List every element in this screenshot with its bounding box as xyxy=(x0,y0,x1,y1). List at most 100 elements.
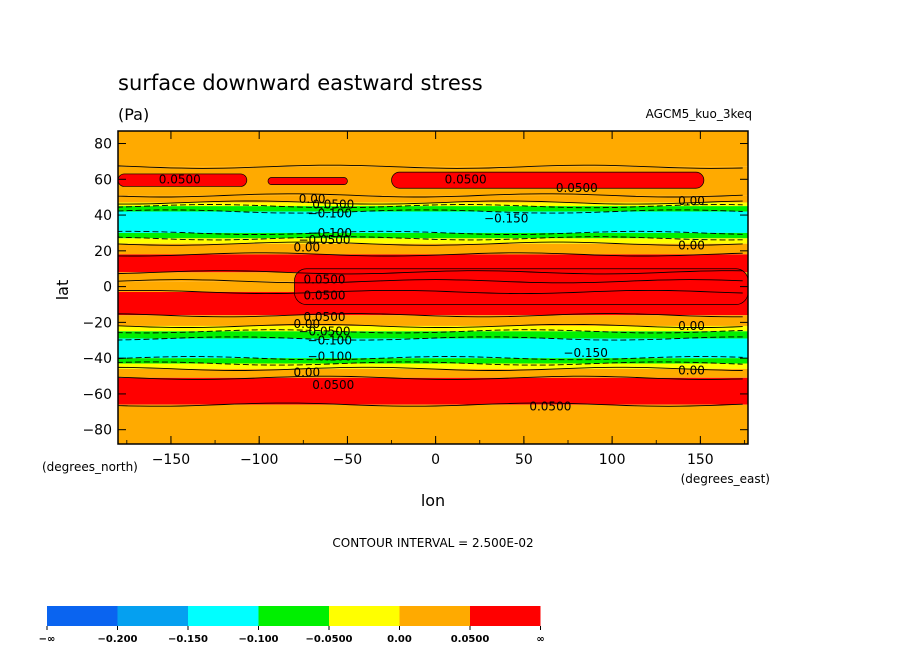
contour-line-6 xyxy=(117,230,743,235)
contour-line-14 xyxy=(117,323,743,328)
contour-label-21: 0.00 xyxy=(293,365,320,379)
contour-label-14: 0.0500 xyxy=(303,310,345,324)
contour-line-19 xyxy=(117,366,743,371)
contour-label-6: −0.150 xyxy=(484,212,528,226)
colorbar-swatch-1 xyxy=(117,606,188,626)
contour-label-8: −0.100 xyxy=(308,226,352,240)
x-units-note: (degrees_east) xyxy=(681,472,770,486)
contour-line-10 xyxy=(117,270,743,275)
y-tick-label: 80 xyxy=(94,137,112,153)
contour-label-3: 0.00 xyxy=(299,192,326,206)
y-tick-label: 40 xyxy=(94,208,112,224)
contour-line-9 xyxy=(117,252,743,257)
contour-line-11 xyxy=(117,279,743,284)
colorbar-label-3: −0.100 xyxy=(238,634,278,645)
contour-label-20: −0.100 xyxy=(308,349,352,363)
colorbar-swatch-6 xyxy=(470,606,541,626)
contour-line-2 xyxy=(117,193,743,198)
colorbar-swatch-3 xyxy=(258,606,329,626)
region-patch-1 xyxy=(267,177,348,186)
chart-title: surface downward eastward stress xyxy=(118,71,483,95)
contour-label-1: 0.0500 xyxy=(445,172,487,186)
colorbar-label-1: −0.200 xyxy=(97,634,137,645)
lat-band-13 xyxy=(118,315,748,326)
contour-label-19: 0.00 xyxy=(678,319,705,333)
y-axis-label: lat xyxy=(53,280,72,301)
lat-band-18 xyxy=(118,363,748,369)
contour-line-3 xyxy=(117,200,743,205)
contour-line-17 xyxy=(117,356,743,361)
contour-label-16: −0.0500 xyxy=(298,324,350,338)
x-tick-label: −50 xyxy=(333,452,363,468)
y-tick-label: −60 xyxy=(82,387,112,403)
contour-label-12: 0.0500 xyxy=(303,272,345,286)
lat-band-6 xyxy=(118,232,748,239)
contour-line-4 xyxy=(117,204,743,209)
lat-band-17 xyxy=(118,358,748,364)
contour-line-21 xyxy=(117,402,743,407)
colorbar-swatch-4 xyxy=(329,606,400,626)
lat-band-14 xyxy=(118,325,748,332)
colorbar: −∞ −0.200 −0.150 −0.100 −0.0500 0.00 0.0500 ∞ xyxy=(39,606,545,645)
lat-band-15 xyxy=(118,331,748,339)
lat-band-0 xyxy=(118,131,748,167)
y-units-note: (degrees_north) xyxy=(42,460,138,474)
x-tick-label: 0 xyxy=(431,452,440,468)
contour-label-13: 0.0500 xyxy=(303,289,345,303)
x-tick-label: 50 xyxy=(515,452,533,468)
y-tick-label: −20 xyxy=(82,315,112,331)
contour-line-18 xyxy=(117,361,743,366)
units-label: (Pa) xyxy=(118,105,149,124)
axes: −150 −100 −50 0 50 100 150 80 60 40 20 0 −20 −40 −60 −8… xyxy=(82,131,748,468)
contour-label-9: −0.0500 xyxy=(298,233,350,247)
lat-band-21 xyxy=(118,404,748,444)
contour-label-7: 0.00 xyxy=(678,194,705,208)
y-tick-label: −40 xyxy=(82,351,112,367)
contour-line-8 xyxy=(117,241,743,246)
contour-interval: CONTOUR INTERVAL = 2.500E-02 xyxy=(332,536,533,550)
contour-label-4: 0.0500 xyxy=(312,197,354,211)
x-tick-label: 100 xyxy=(599,452,626,468)
lat-band-8 xyxy=(118,243,748,255)
contour-label-0: 0.0500 xyxy=(159,172,201,186)
contour-line-20 xyxy=(117,375,743,380)
lat-band-2 xyxy=(118,195,748,203)
lat-band-7 xyxy=(118,238,748,244)
contour-label-10: 0.00 xyxy=(293,240,320,254)
contour-lines xyxy=(117,164,743,407)
contour-label-15: 0.00 xyxy=(293,317,320,331)
colorbar-swatch-0 xyxy=(47,606,118,626)
contour-label-17: −0.100 xyxy=(308,333,352,347)
plot-frame xyxy=(117,130,749,445)
contour-line-5 xyxy=(117,209,743,214)
contour-line-15 xyxy=(117,329,743,334)
colorbar-label-6: 0.0500 xyxy=(451,634,490,645)
contour-label-22: 0.0500 xyxy=(312,378,354,392)
lat-band-9 xyxy=(118,254,748,273)
contour-label-11: 0.00 xyxy=(678,238,705,252)
lat-band-4 xyxy=(118,206,748,212)
y-tick-label: 0 xyxy=(103,280,112,296)
x-tick-label: −150 xyxy=(152,452,190,468)
plot-area xyxy=(117,131,749,444)
colorbar-label-0: −∞ xyxy=(39,634,56,645)
colorbar-label-7: ∞ xyxy=(536,634,544,645)
lat-band-20 xyxy=(118,377,748,405)
contour-label-23: 0.0500 xyxy=(529,399,571,413)
contour-line-7 xyxy=(117,236,743,241)
y-tick-label: −80 xyxy=(82,423,112,439)
colorbar-swatch-5 xyxy=(399,606,470,626)
colorbar-label-4: −0.0500 xyxy=(306,634,353,645)
colorbar-label-5: 0.00 xyxy=(387,634,412,645)
y-tick-label: 20 xyxy=(94,244,112,260)
model-label: AGCM5_kuo_3keq xyxy=(646,107,752,121)
lat-band-3 xyxy=(118,202,748,207)
contour-line-13 xyxy=(117,313,743,318)
lat-band-5 xyxy=(118,211,748,233)
contour-label-2: 0.0500 xyxy=(556,181,598,195)
colorbar-label-2: −0.150 xyxy=(168,634,208,645)
contour-line-1 xyxy=(117,164,743,169)
colorbar-swatch-2 xyxy=(188,606,259,626)
